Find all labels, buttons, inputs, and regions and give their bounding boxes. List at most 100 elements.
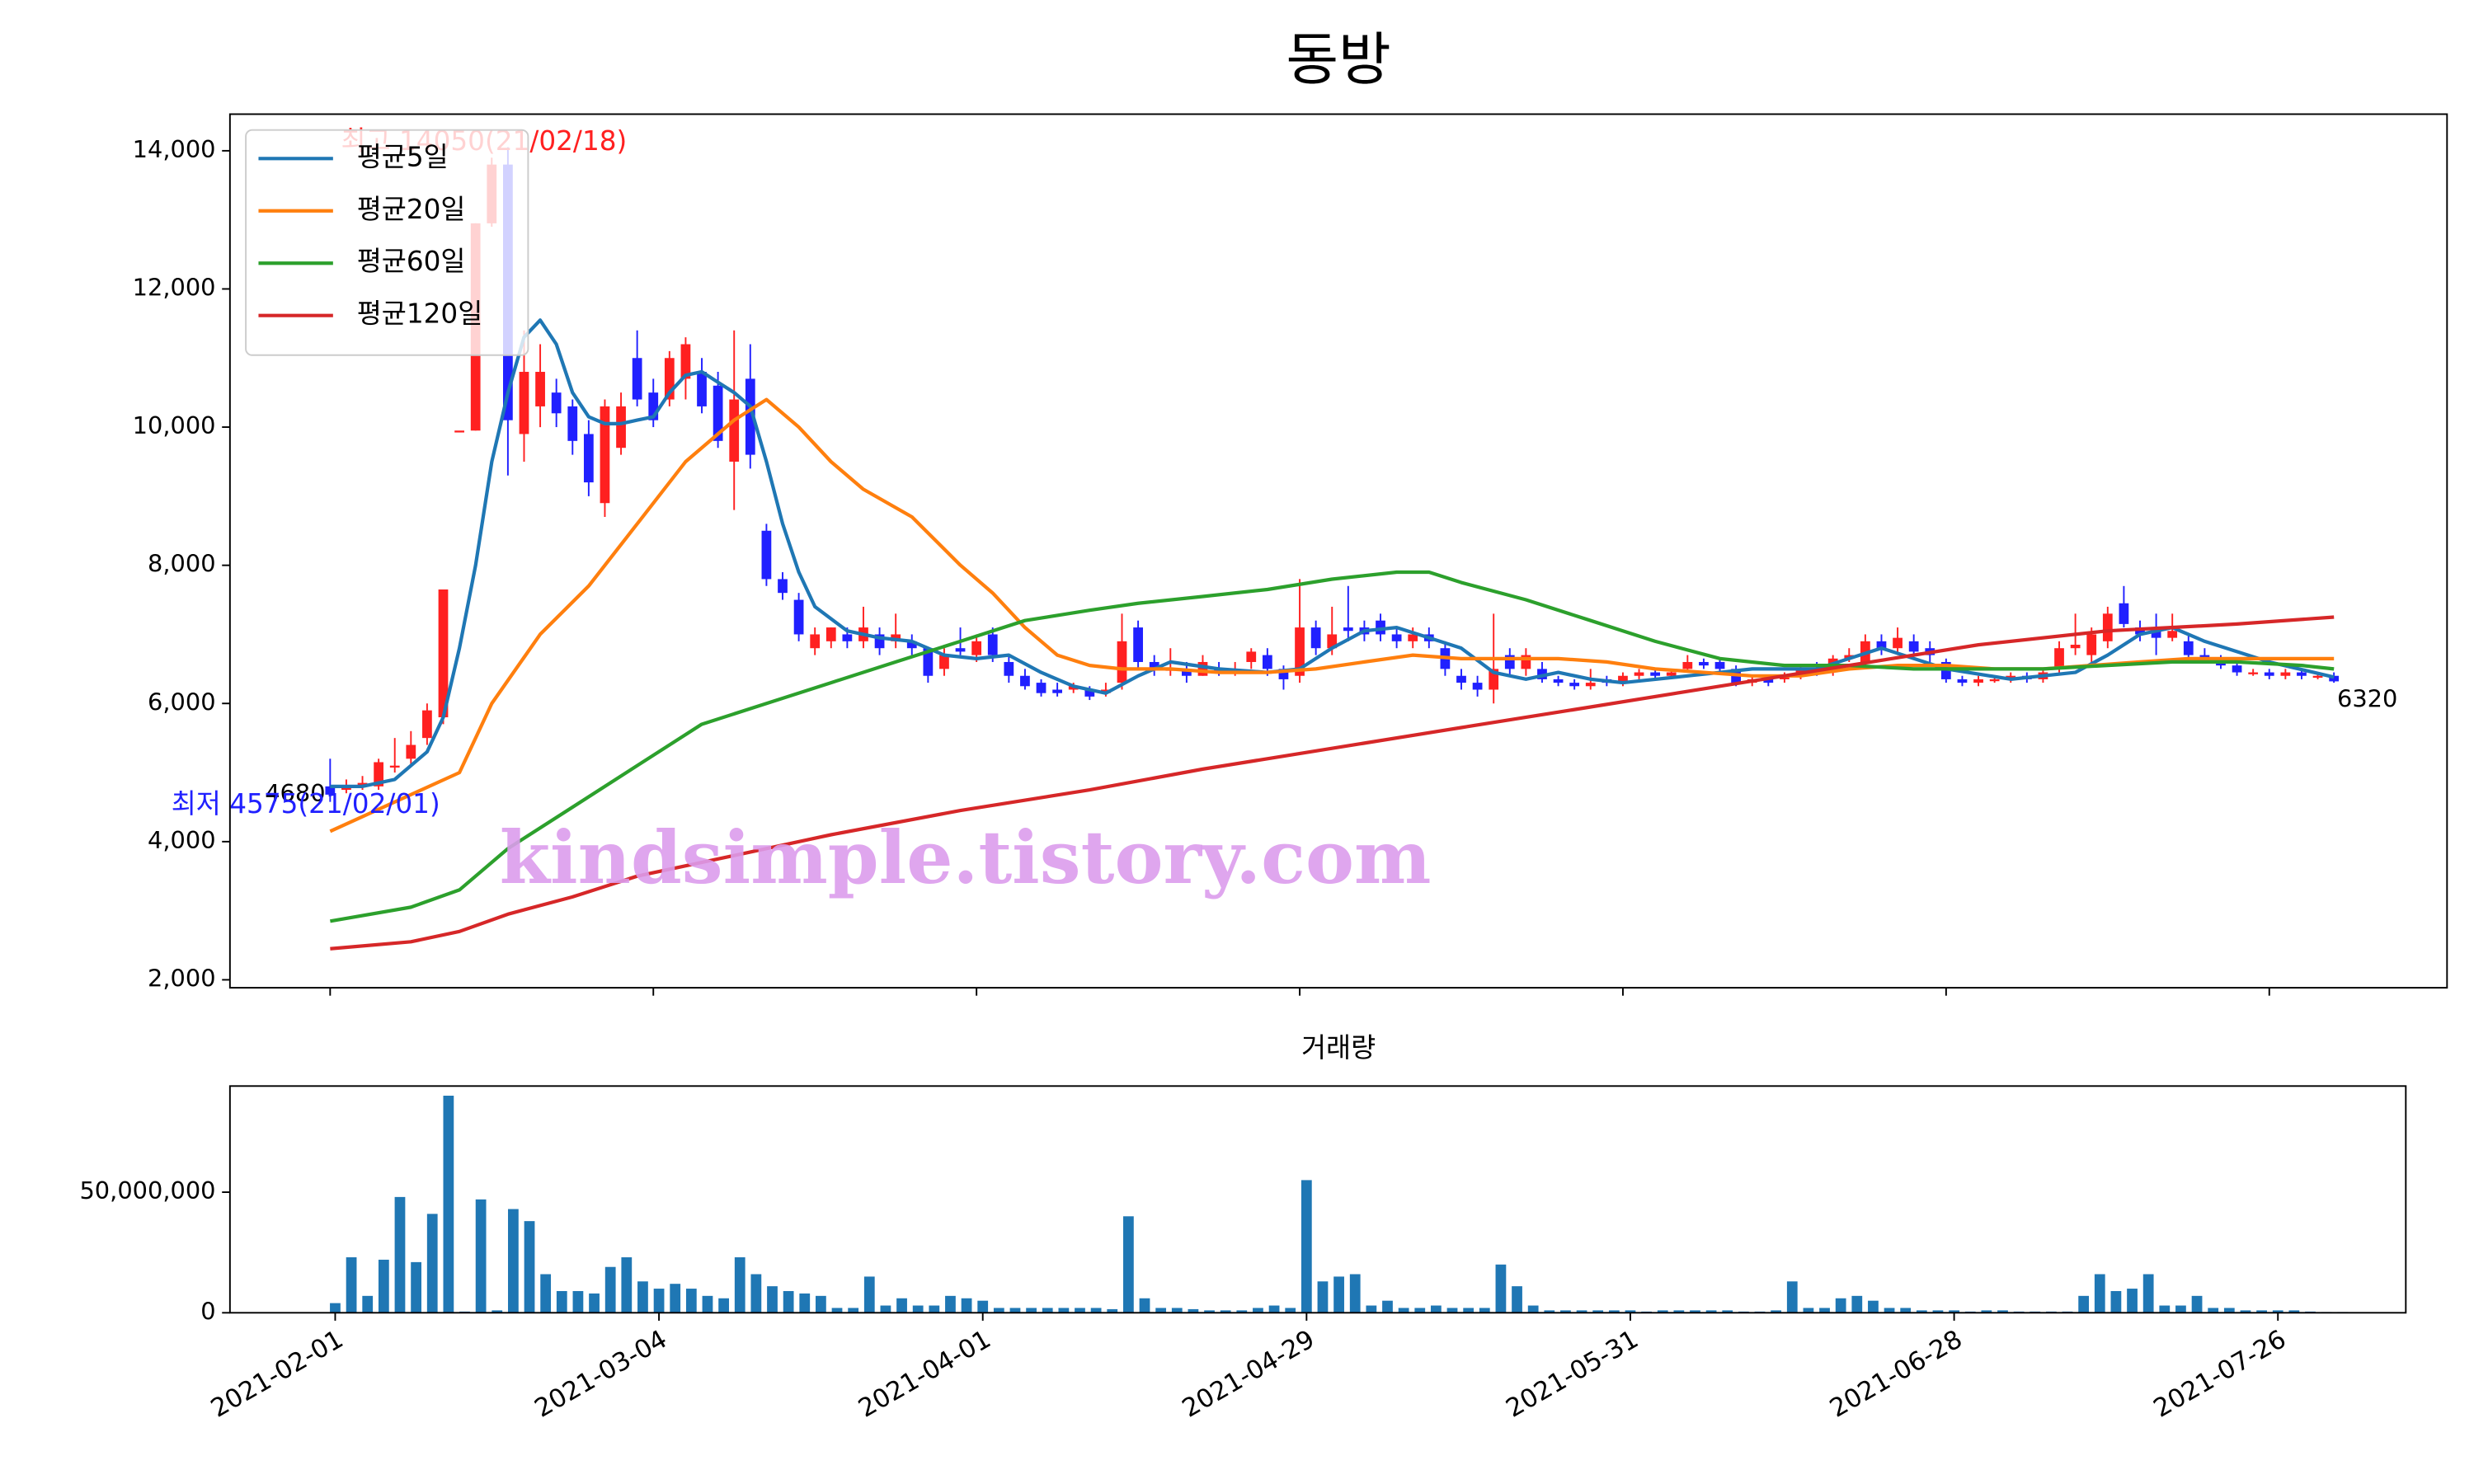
y-tick-label: 12,000 [133, 273, 216, 301]
volume-bar [1868, 1300, 1879, 1313]
volume-bar [540, 1274, 552, 1313]
candle-body [906, 641, 917, 649]
candle-body [1004, 661, 1014, 676]
volume-bar [1673, 1310, 1685, 1313]
candle-body [1197, 661, 1208, 676]
candle-body [567, 406, 578, 441]
first-close-label: 4680 [265, 779, 325, 807]
candle-body [2135, 627, 2145, 635]
candle-body [1182, 669, 1192, 676]
candle-body [632, 358, 642, 400]
volume-bar [2110, 1290, 2122, 1313]
y-tick-label: 10,000 [133, 411, 216, 439]
volume-bar [1884, 1308, 1895, 1313]
candle-body [551, 392, 562, 414]
candle-body [1521, 655, 1531, 669]
candle-body [1149, 661, 1159, 669]
candle-body [1989, 679, 2000, 682]
legend-label: 평균5일 [357, 141, 449, 172]
candle-body [535, 372, 545, 406]
volume-bar [2208, 1308, 2219, 1313]
candle-body [1343, 627, 1353, 632]
volume-bar [945, 1295, 956, 1313]
ma-line [330, 570, 2335, 923]
candle-body [438, 589, 449, 718]
candle-body [1472, 683, 1483, 690]
candle-body [583, 434, 594, 483]
candle-body [1504, 655, 1515, 669]
volume-bar [1527, 1305, 1539, 1313]
candle-body [519, 372, 529, 434]
volume-bar [831, 1308, 843, 1313]
candle-body [1893, 637, 1903, 649]
volume-bar [556, 1290, 567, 1313]
volume-bar [718, 1298, 729, 1313]
y-tick-label: 6,000 [148, 688, 216, 716]
candle-body [1117, 641, 1127, 683]
volume-bar [2142, 1274, 2154, 1313]
volume-bar [1058, 1308, 1070, 1313]
volume-bar [767, 1286, 778, 1313]
candle-body [1246, 651, 1257, 662]
volume-bar [977, 1300, 989, 1313]
candle-body [697, 372, 707, 406]
y-tick-label: 50,000,000 [79, 1176, 215, 1205]
candle-body [1327, 634, 1338, 649]
legend-label: 평균20일 [357, 194, 466, 225]
candle-body [2183, 641, 2194, 655]
volume-bar [734, 1257, 745, 1313]
candle-body [713, 385, 723, 441]
volume-bar [524, 1221, 535, 1313]
volume-bar [993, 1308, 1004, 1313]
legend-label: 평균120일 [357, 298, 483, 330]
candle-body [1957, 679, 1968, 683]
candle-body [1020, 675, 1030, 687]
volume-bar [1139, 1298, 1150, 1313]
volume-bar [2159, 1305, 2171, 1313]
volume-bar [1544, 1310, 1555, 1313]
candle-body [1876, 641, 1887, 649]
ma-line [330, 318, 2335, 788]
volume-bar [2288, 1310, 2300, 1313]
candle-body [1391, 634, 1402, 641]
volume-bar [1479, 1308, 1490, 1313]
candle-body [454, 430, 464, 433]
y-tick-label: 0 [200, 1297, 215, 1325]
volume-bar [1188, 1308, 1199, 1313]
candle-body [1133, 627, 1143, 662]
candle-body [745, 378, 755, 455]
candle-body [2297, 672, 2307, 676]
candle-body [1278, 669, 1289, 679]
volume-bar [1414, 1308, 1426, 1313]
candle-body [1618, 675, 1628, 683]
candle-body [1908, 641, 1919, 652]
axes-frame [228, 1085, 2407, 1314]
candle-body [325, 786, 336, 795]
y-tick-label: 14,000 [133, 135, 216, 163]
candle-body [1084, 689, 1095, 697]
volume-bar [1382, 1300, 1393, 1313]
y-tick-label: 2,000 [148, 964, 216, 992]
candle-body [1650, 672, 1661, 676]
candle-body [810, 634, 821, 649]
volume-bar [1851, 1295, 1863, 1313]
volume-bar [2094, 1274, 2105, 1313]
volume-bar [1285, 1308, 1296, 1313]
volume-bar [2127, 1289, 2138, 1313]
volume-bar [816, 1295, 826, 1313]
candle-body [374, 762, 384, 787]
volume-bar [2078, 1295, 2090, 1313]
volume-bar [1495, 1264, 1507, 1313]
volume-bar [1625, 1310, 1636, 1313]
candle-body [664, 358, 675, 400]
volume-bar [621, 1257, 633, 1313]
volume-bar [1204, 1310, 1215, 1313]
volume-bar [1512, 1286, 1522, 1313]
volume-bar [1835, 1298, 1846, 1313]
candle-body [1973, 679, 1983, 683]
candle-body [1569, 683, 1580, 687]
axes-frame [228, 113, 2448, 989]
volume-bar [508, 1209, 519, 1313]
volume-bar [1026, 1308, 1037, 1313]
volume-bar [929, 1305, 940, 1313]
